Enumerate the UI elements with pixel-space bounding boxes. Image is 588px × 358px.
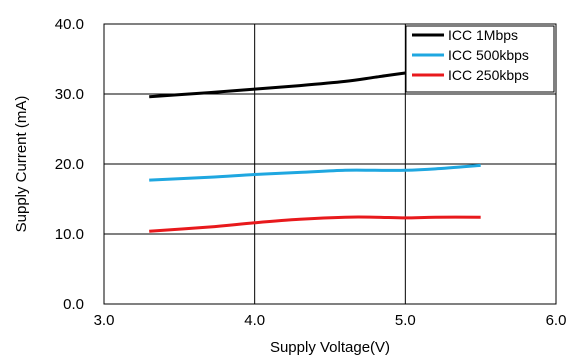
legend: ICC 1Mbps ICC 500kbps ICC 250kbps <box>405 25 555 93</box>
tick-labels: 3.0 4.0 5.0 6.0 0.0 10.0 20.0 30.0 40.0 <box>55 16 567 329</box>
y-tick-label-4: 40.0 <box>55 16 84 33</box>
y-tick-label-1: 10.0 <box>55 226 84 243</box>
y-tick-label-2: 20.0 <box>55 156 84 173</box>
legend-box <box>405 25 555 93</box>
x-tick-label-3: 6.0 <box>546 312 567 329</box>
x-tick-label-1: 4.0 <box>244 312 265 329</box>
y-axis-title: Supply Current (mA) <box>13 96 30 233</box>
series-line-icc-250kbps <box>149 215 481 233</box>
series-line-icc-500kbps <box>149 163 481 182</box>
x-tick-label-0: 3.0 <box>94 312 115 329</box>
y-tick-label-3: 30.0 <box>55 86 84 103</box>
x-axis-title: Supply Voltage(V) <box>270 339 390 356</box>
plot-area-border <box>103 23 557 305</box>
series-line-icc-1mbps <box>149 68 436 99</box>
legend-label-icc-1mbps: ICC 1Mbps <box>448 27 518 43</box>
legend-label-icc-500kbps: ICC 500kbps <box>448 47 529 63</box>
series-lines <box>149 68 481 233</box>
x-tick-label-2: 5.0 <box>395 312 416 329</box>
y-tick-label-0: 0.0 <box>63 296 84 313</box>
legend-label-icc-250kbps: ICC 250kbps <box>448 67 529 83</box>
